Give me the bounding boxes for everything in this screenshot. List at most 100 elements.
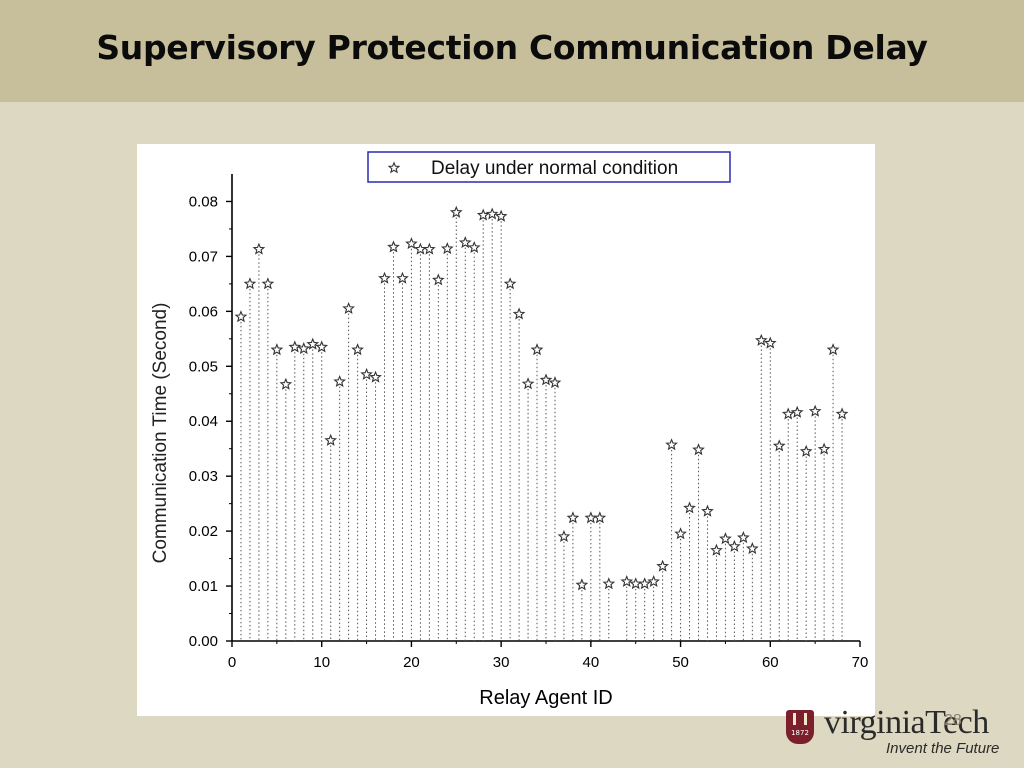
data-point-star [728,539,741,552]
data-point-star [440,242,454,255]
x-tick-label: 50 [672,654,689,671]
data-point-star [746,542,759,555]
data-point-star [566,511,580,524]
data-point-star [467,240,481,254]
data-point-star [548,376,562,389]
data-point-star [701,504,714,517]
data-point-star [360,367,373,380]
slide-title: Supervisory Protection Communication Del… [96,28,928,67]
data-point-star [665,438,678,451]
data-point-star [261,277,275,290]
data-point-star [279,377,293,390]
data-point-star [539,373,553,386]
data-point-star [369,370,382,383]
data-point-star [396,271,409,284]
data-point-star [494,209,508,222]
data-point-star [458,236,472,249]
data-point-star [593,511,607,524]
y-tick-label: 0.04 [189,413,218,430]
data-point-star [575,578,589,591]
shield-year: 1872 [791,729,809,737]
data-point-star [772,439,786,452]
data-point-star [521,377,535,390]
x-tick-label: 10 [313,654,330,671]
data-point-star [826,343,840,356]
data-point-star [270,343,284,356]
title-bar [0,0,1024,102]
shield-emblem [793,713,807,725]
data-point-star [710,543,723,556]
y-tick-label: 0.02 [189,523,218,540]
x-tick-label: 0 [228,654,236,671]
data-point-star [790,405,804,418]
data-point-star [342,301,355,314]
data-point-star [414,242,427,255]
x-axis-label: Relay Agent ID [479,687,612,709]
data-point-star [315,340,329,353]
y-tick-label: 0.01 [189,578,218,595]
data-point-star [378,271,391,284]
data-point-star [692,443,705,456]
data-point-star [781,407,795,420]
data-point-star [324,433,338,446]
data-point-star [449,205,463,218]
data-point-star [351,343,364,356]
x-tick-label: 40 [583,654,600,671]
legend-marker-star [387,161,401,174]
data-point-star [674,527,687,540]
legend: Delay under normal condition [367,151,731,183]
data-point-star [620,574,634,588]
data-point-star [405,237,418,250]
data-point-star [243,277,257,290]
chart: 0 10 20 30 40 50 60 70 0.00 0.01 0.02 0.03 0.04 0.05 0… [150,151,869,709]
drop-lines [240,217,843,641]
y-tick-label: 0.06 [189,303,218,320]
x-tick-label: 70 [852,654,869,671]
data-point-star [432,273,445,286]
data-point-star [297,342,311,355]
data-point-star [252,242,266,255]
x-tick-label: 20 [403,654,420,671]
data-point-star [602,577,616,590]
data-point-star [647,574,660,588]
y-tick-label: 0.03 [189,468,218,485]
data-point-star [835,407,849,420]
data-point-star [683,501,696,514]
data-point-star [817,442,831,455]
data-point-star [719,532,732,545]
data-point-star [656,559,669,572]
logo-wordmark: virginiaTech [824,704,989,741]
data-point-star [754,333,768,346]
data-point-star [333,375,346,388]
data-point-star [763,336,777,349]
data-point-star [584,511,598,524]
virginia-tech-logo: 1872 virginiaTech Invent the Future [782,704,1022,764]
y-tick-label: 0.00 [189,633,218,650]
data-point-star [808,404,822,417]
y-tick-label: 0.05 [189,358,218,375]
chart-panel: 0 10 20 30 40 50 60 70 0.00 0.01 0.02 0.03 0.04 0.05 0… [137,144,875,716]
x-tick-label: 30 [493,654,510,671]
legend-entry-label: Delay under normal condition [431,158,678,179]
data-point-star [530,343,544,356]
data-point-star [512,307,526,320]
x-tick-label: 60 [762,654,779,671]
y-tick-label: 0.08 [189,193,218,210]
data-point-star [288,340,302,353]
legend-box [367,151,731,183]
y-axis-label: Communication Time (Second) [150,303,171,564]
data-point-star [737,531,750,544]
data-point-star [503,277,517,290]
data-point-star [234,310,248,323]
data-point-star [799,444,813,457]
logo-tagline: Invent the Future [886,740,1000,757]
data-point-star [476,208,490,221]
data-point-star [485,207,499,220]
y-tick-label: 0.07 [189,248,218,265]
shield-icon [786,710,814,744]
data-point-star [423,242,436,255]
slide-number: 28 [944,712,962,729]
data-points [234,205,849,591]
data-point-star [638,577,652,590]
chart-axes: 0 10 20 30 40 50 60 70 0.00 0.01 0.02 0.03 0.04 0.05 0… [189,174,869,671]
